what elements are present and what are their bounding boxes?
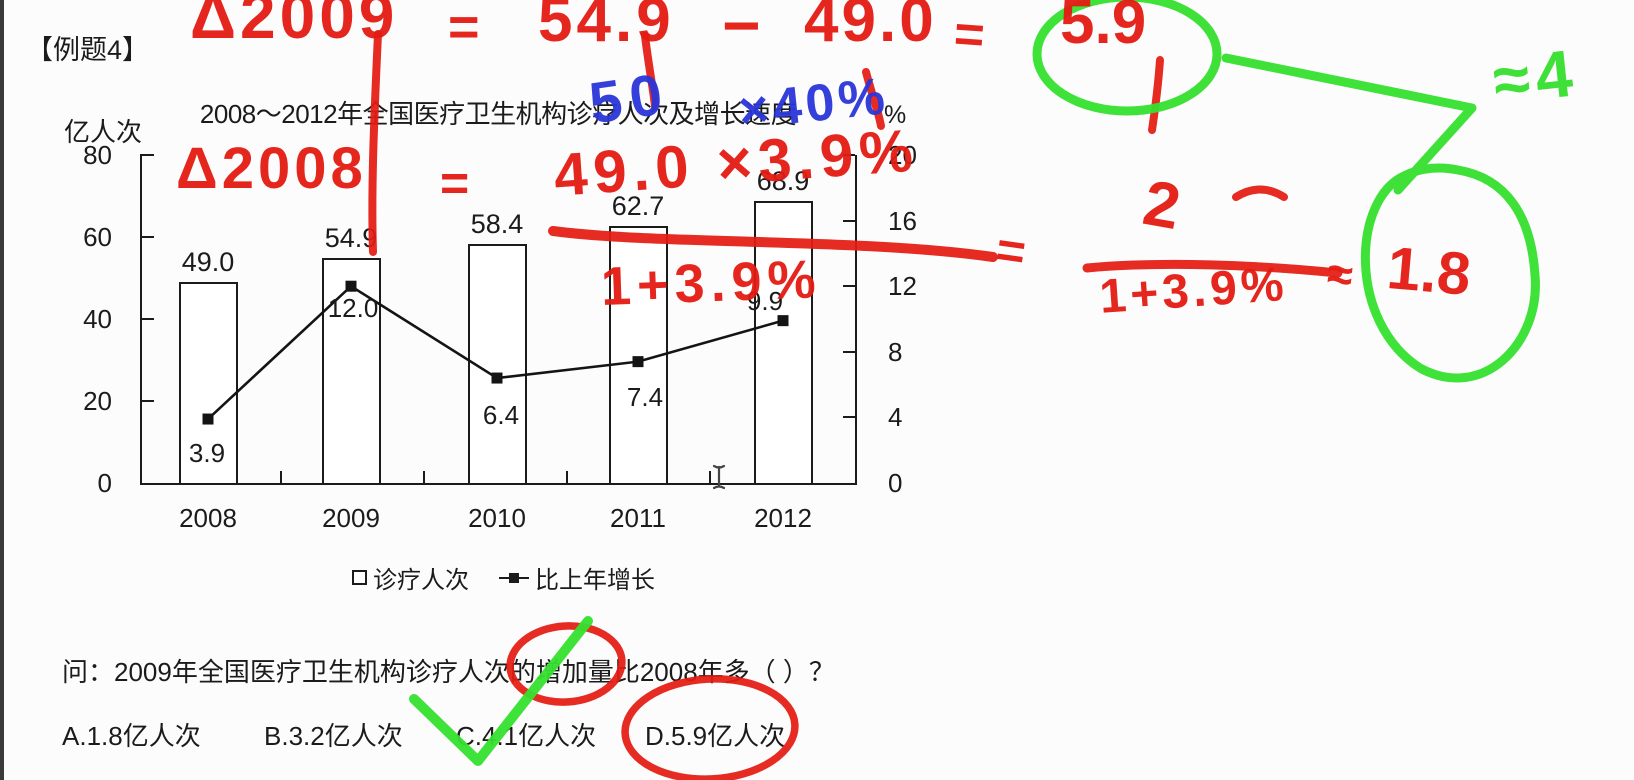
x-axis-minor-tick — [709, 471, 711, 483]
left-axis-tick — [140, 318, 154, 320]
option-A: A.1.8亿人次 — [62, 721, 201, 751]
right-axis-line — [855, 155, 857, 485]
x-axis-label-2008: 2008 — [179, 503, 237, 533]
x-axis-label-2012: 2012 — [754, 503, 812, 533]
right-axis-unit-label: % — [884, 101, 907, 129]
line-value-label: 9.9 — [746, 286, 784, 316]
left-axis-tick-label: 0 — [97, 468, 112, 498]
x-axis-label-2010: 2010 — [468, 503, 526, 533]
option-B: B.3.2亿人次 — [264, 721, 403, 751]
x-axis-label-2011: 2011 — [610, 503, 666, 533]
bar-value-label: 58.4 — [470, 208, 524, 239]
right-axis-tick-label: 0 — [888, 468, 903, 498]
left-axis-tick — [140, 400, 154, 402]
left-axis-unit-label: 亿人次 — [64, 117, 143, 147]
red-eq1-equals2: = — [952, 5, 987, 65]
red-eq3-denominator: 1+3.9% — [1097, 257, 1290, 324]
option-C: C.4.1亿人次 — [456, 721, 597, 751]
red-eq1-54-9: 54.9 — [538, 0, 675, 55]
right-axis-tick — [843, 416, 855, 419]
bar-value-label: 49.0 — [181, 247, 235, 278]
legend-item-line-series: 比上年增长 — [499, 560, 655, 595]
bar-value-label: 62.7 — [611, 190, 665, 221]
red-eq1-49-0: 49.0 — [804, 0, 937, 55]
bar-2010 — [467, 243, 527, 485]
chart-legend: 诊疗人次 比上年增长 — [352, 560, 655, 595]
legend-item-bar-series: 诊疗人次 — [352, 560, 469, 595]
chart-title: 2008～2012年全国医疗卫生机构诊疗人次及增长速度 — [199, 99, 797, 129]
bar-value-label: 54.9 — [324, 222, 378, 253]
right-axis-tick-label: 12 — [888, 271, 917, 302]
right-axis-tick-label: 16 — [888, 205, 917, 236]
right-axis-tick — [843, 350, 855, 353]
red-eq1-equals: = — [448, 0, 480, 57]
x-axis-label-2009: 2009 — [322, 503, 380, 533]
red-eq3-result-1-8: 1.8 — [1384, 234, 1474, 309]
example-tag: 【例题4】 — [26, 35, 150, 65]
left-axis-line — [140, 155, 142, 485]
red-eq1-delta2009: Δ2009 — [190, 0, 399, 52]
line-value-label: 6.4 — [482, 400, 520, 430]
bar-2009 — [321, 257, 381, 485]
line-value-label: 3.9 — [188, 438, 226, 468]
bar-swatch-icon — [352, 570, 367, 585]
x-axis-minor-tick — [566, 471, 568, 483]
red-eq2-denominator: 1+3.9% — [599, 249, 823, 317]
left-axis-tick-label: 40 — [83, 304, 112, 334]
right-axis-tick-label: 20 — [888, 140, 917, 170]
bar-value-label: 68.9 — [756, 165, 810, 196]
right-axis-tick — [843, 219, 855, 222]
x-axis-minor-tick — [280, 471, 282, 483]
right-axis-tick — [843, 154, 855, 156]
legend-line-label: 比上年增长 — [535, 567, 655, 594]
left-axis-tick — [140, 154, 154, 156]
red-eq1-minus: − — [722, 0, 761, 62]
left-axis-tick-label: 80 — [83, 140, 112, 170]
option-D: D.5.9亿人次 — [645, 721, 786, 751]
x-axis-minor-tick — [423, 471, 425, 483]
bar-2012 — [753, 200, 813, 485]
left-axis-tick-label: 20 — [83, 386, 112, 416]
green-note-approx-4: ≈4 — [1489, 35, 1582, 118]
line-value-label: 7.4 — [626, 382, 664, 412]
blue-note-50: 50 — [585, 60, 675, 137]
left-axis-tick-label: 60 — [83, 222, 112, 252]
right-axis-tick-label: 8 — [888, 336, 903, 367]
red-eq2-equals: = — [440, 155, 470, 211]
line-swatch-icon — [499, 570, 529, 585]
legend-bar-label: 诊疗人次 — [373, 567, 469, 594]
question-text: 问：2009年全国医疗卫生机构诊疗人次的增加量比2008年多（ ）？ — [62, 657, 835, 687]
red-eq1-result-5-9: 5.9 — [1060, 0, 1147, 57]
left-axis-tick — [140, 236, 154, 238]
screen-edge-strip — [0, 0, 4, 780]
right-axis-tick-label: 4 — [888, 402, 903, 433]
line-value-label: 12.0 — [327, 293, 379, 323]
red-eq2-delta2008: Δ2008 — [176, 136, 367, 201]
red-eq3-approx: ≈ — [1324, 247, 1356, 302]
right-axis-tick — [843, 285, 855, 288]
